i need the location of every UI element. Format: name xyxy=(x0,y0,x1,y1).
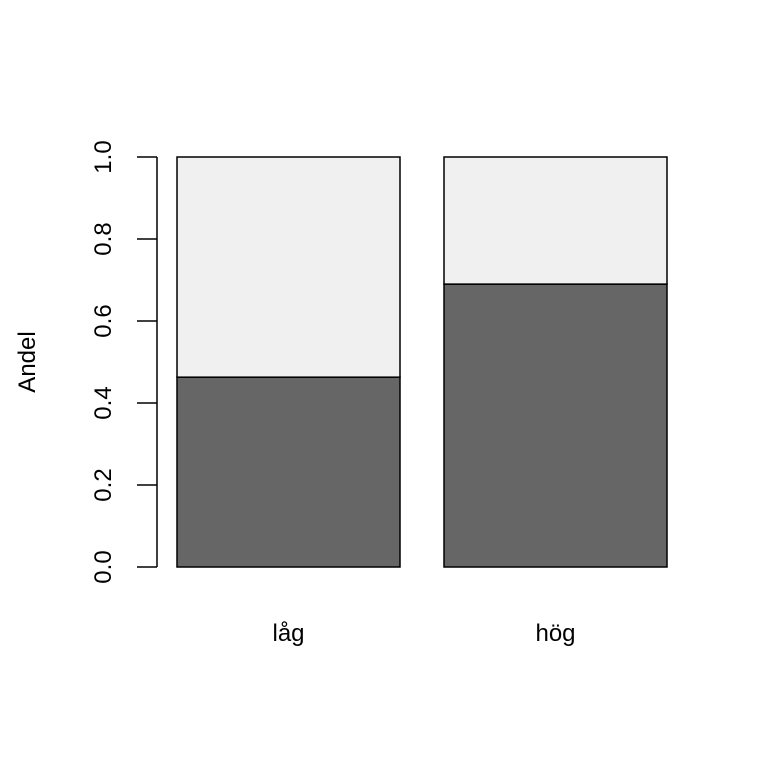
category-label: hög xyxy=(535,620,575,647)
bar-upper-segment-1 xyxy=(176,156,401,378)
category-labels: låg hög xyxy=(272,620,575,647)
bar-lower-segment-2 xyxy=(443,283,668,568)
y-tick-label: 0.4 xyxy=(90,386,117,419)
y-tick-label: 0.6 xyxy=(90,304,117,337)
category-label: låg xyxy=(272,620,304,647)
bar-lower-segment-1 xyxy=(176,376,401,568)
y-axis-title: Andel xyxy=(14,331,41,392)
y-tick-label: 0.0 xyxy=(90,550,117,583)
y-tick-label: 1.0 xyxy=(90,140,117,173)
bars xyxy=(176,156,668,568)
y-tick-label: 0.8 xyxy=(90,222,117,255)
y-tick-label: 0.2 xyxy=(90,468,117,501)
bar-upper-segment-2 xyxy=(443,156,668,285)
y-axis: 0.0 0.2 0.4 0.6 0.8 1.0 xyxy=(90,140,158,584)
